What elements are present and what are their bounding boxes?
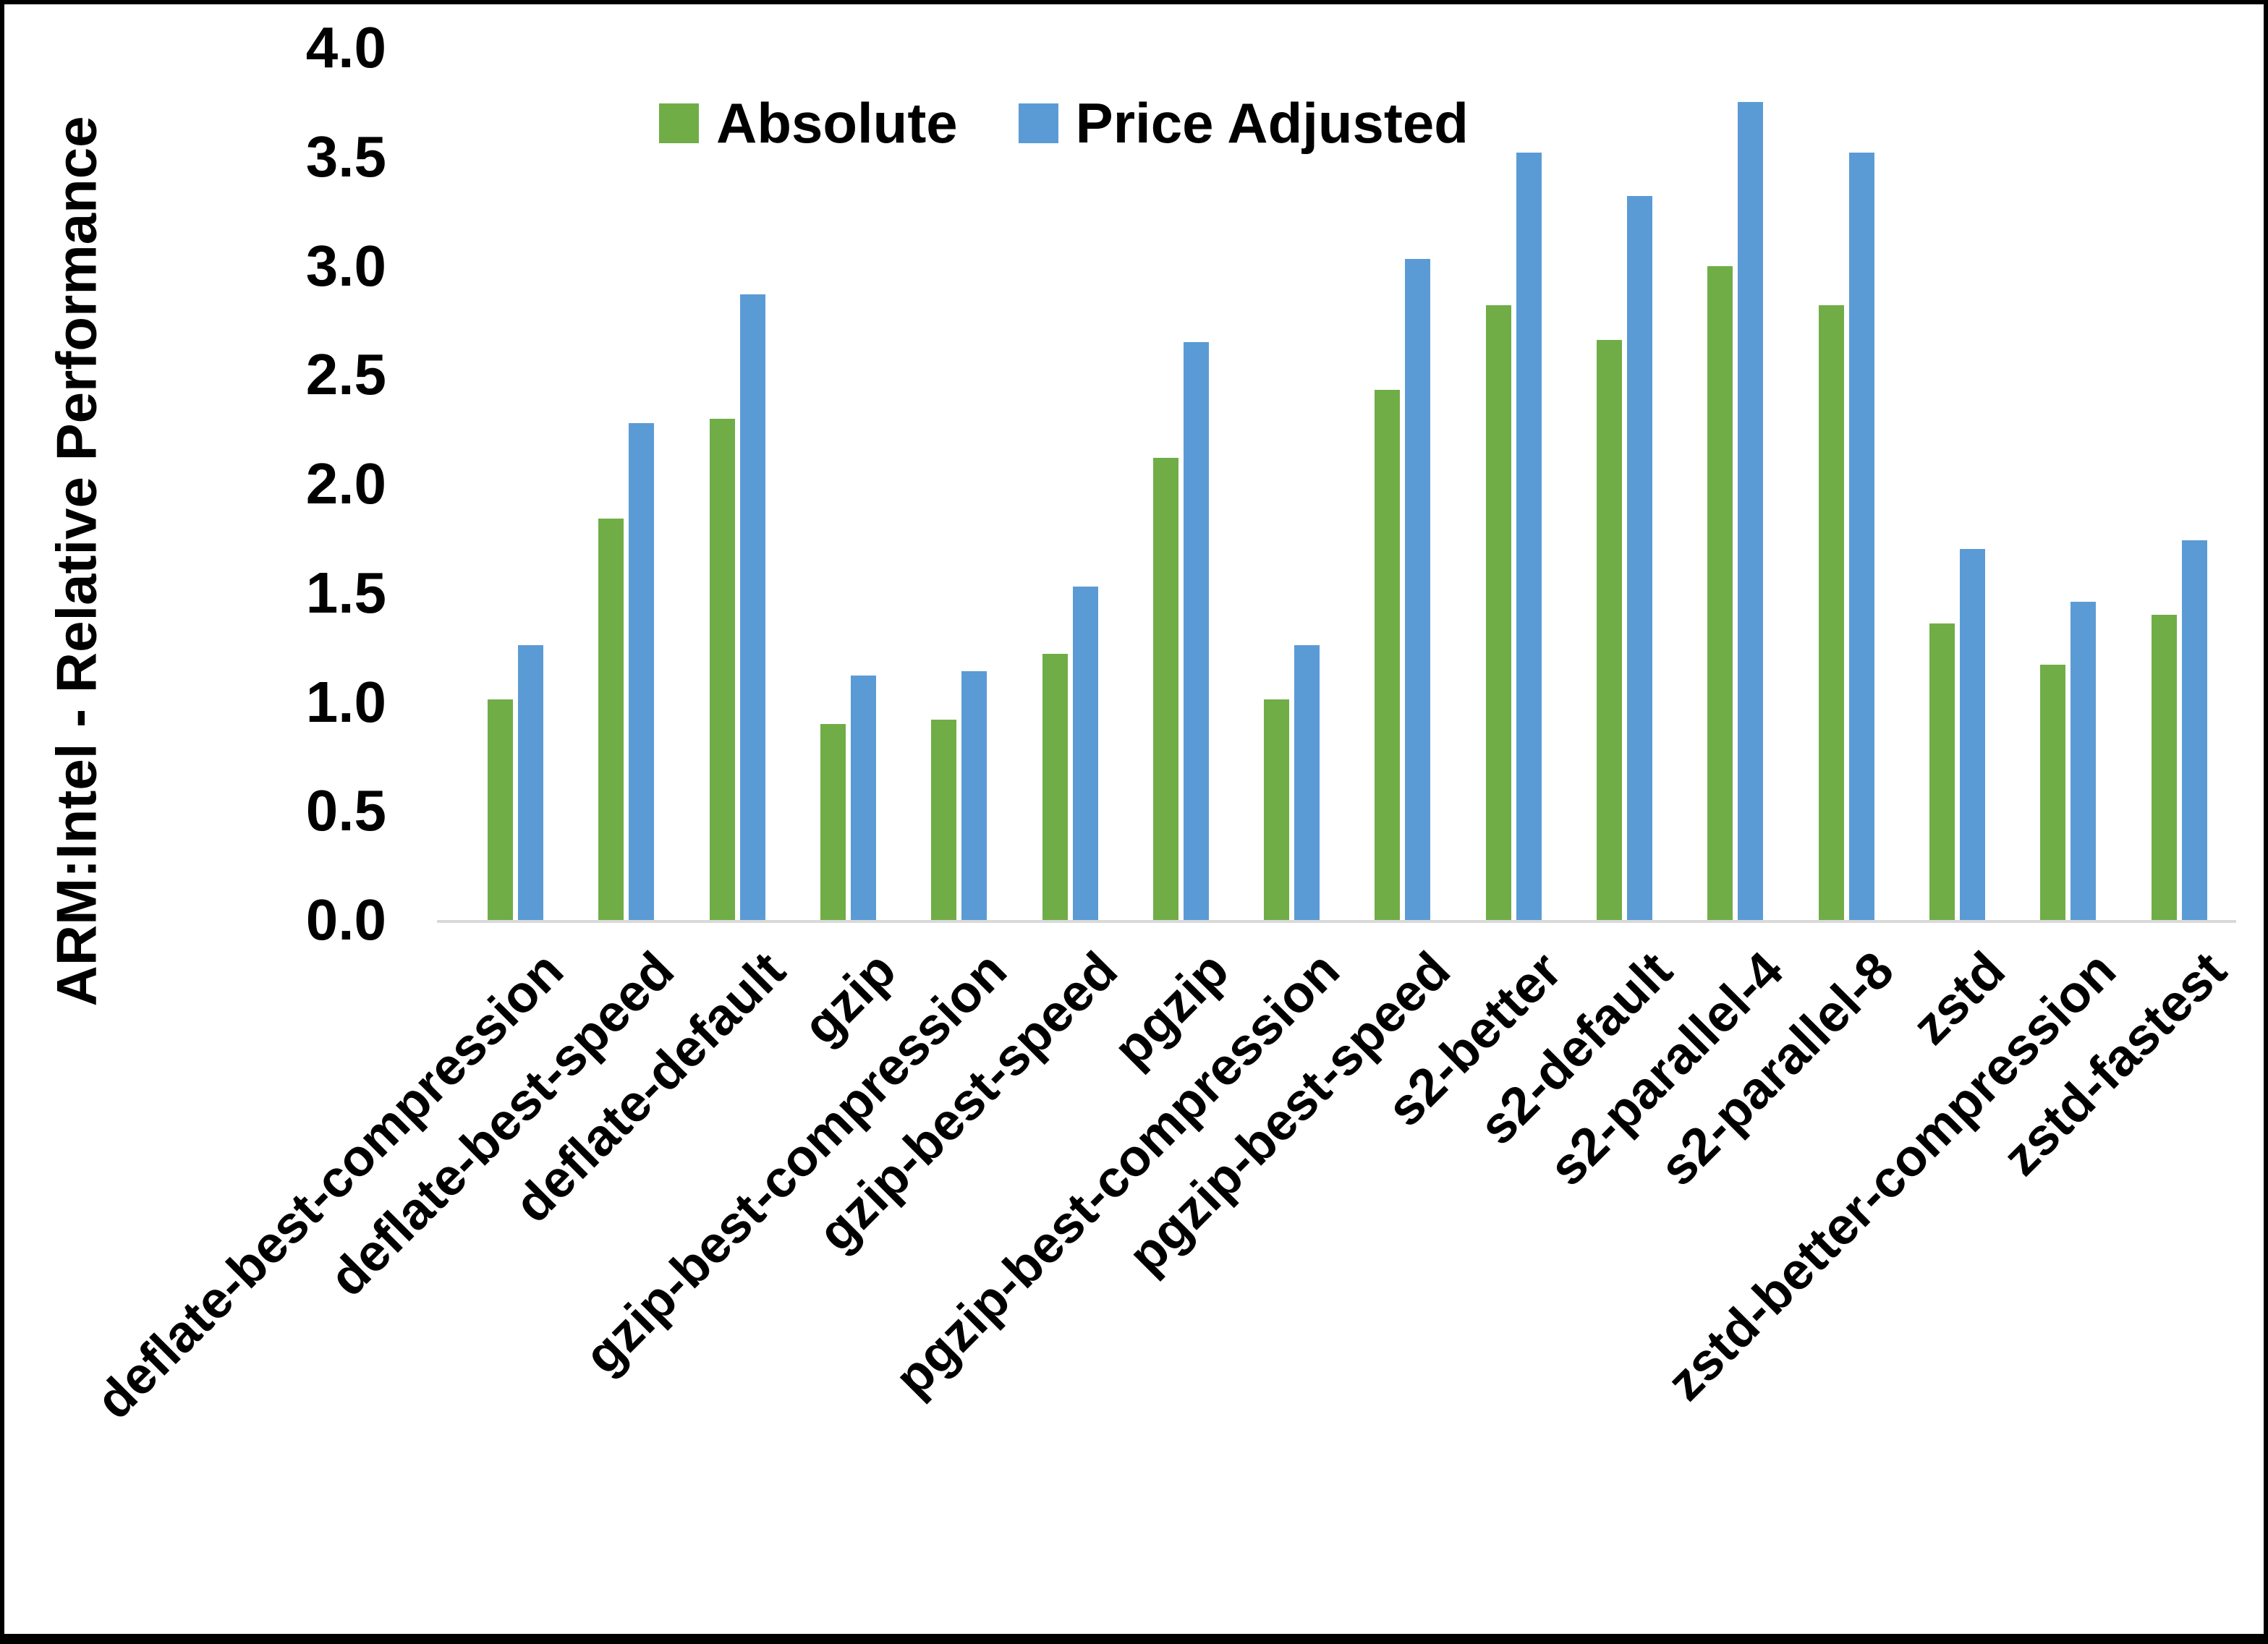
bar-price-adjusted-pgzip-best-compression (1294, 645, 1320, 920)
y-tick-label: 2.0 (305, 451, 386, 516)
bar-price-adjusted-s2-better (1516, 152, 1542, 920)
legend-swatch-icon (1018, 103, 1058, 143)
bar-price-adjusted-deflate-default (739, 294, 765, 920)
bar-price-adjusted-pgzip-best-speed (1405, 259, 1431, 920)
y-tick-label: 2.5 (305, 342, 386, 407)
bar-price-adjusted-gzip-best-speed (1072, 586, 1098, 920)
y-tick-label: 0.0 (305, 887, 386, 952)
y-tick-label: 4.0 (305, 15, 386, 80)
bar-absolute-gzip-best-speed (1042, 654, 1068, 920)
legend-label: Price Adjusted (1075, 91, 1469, 155)
bar-absolute-deflate-best-speed (598, 519, 624, 920)
bar-price-adjusted-deflate-best-compression (518, 645, 543, 920)
bar-price-adjusted-zstd (1959, 549, 1985, 920)
legend-swatch-icon (659, 103, 699, 143)
x-axis-line (437, 920, 2236, 923)
bar-price-adjusted-zstd-fastest (2181, 540, 2207, 920)
y-tick-label: 3.5 (305, 124, 386, 189)
y-tick-label: 0.5 (305, 778, 386, 843)
bar-price-adjusted-s2-parallel-8 (1848, 152, 1874, 920)
bar-absolute-s2-parallel-4 (1707, 265, 1733, 920)
bar-absolute-gzip-best-compression (931, 719, 957, 920)
chart-legend: Absolute Price Adjusted (659, 95, 1469, 151)
bar-price-adjusted-s2-default (1627, 196, 1652, 920)
bar-absolute-gzip (820, 723, 846, 920)
legend-item-price-adjusted: Price Adjusted (1018, 91, 1469, 155)
bar-absolute-s2-better (1485, 304, 1511, 920)
bar-absolute-zstd (1929, 623, 1955, 920)
bar-price-adjusted-deflate-best-speed (629, 422, 655, 920)
y-tick-label: 1.0 (305, 669, 386, 734)
y-tick-label: 1.5 (305, 560, 386, 625)
y-tick-label: 3.0 (305, 233, 386, 298)
bar-price-adjusted-s2-parallel-4 (1738, 102, 1764, 920)
bar-price-adjusted-gzip-best-compression (961, 671, 988, 920)
bar-absolute-pgzip-best-compression (1264, 699, 1290, 920)
bar-price-adjusted-zstd-better-compression (2070, 601, 2097, 920)
bar-absolute-deflate-best-compression (488, 699, 513, 920)
bar-absolute-zstd-fastest (2151, 614, 2177, 920)
bar-absolute-s2-default (1597, 340, 1622, 920)
bar-price-adjusted-gzip (850, 676, 876, 920)
bar-absolute-zstd-better-compression (2040, 665, 2066, 920)
bar-absolute-deflate-default (709, 418, 735, 920)
bar-absolute-pgzip-best-speed (1375, 390, 1401, 920)
legend-item-absolute: Absolute (659, 95, 958, 151)
y-axis-title: ARM:Intel - Relative Performance (44, 116, 109, 1007)
bar-absolute-pgzip (1152, 457, 1178, 920)
legend-label: Absolute (716, 91, 958, 155)
bar-price-adjusted-pgzip (1183, 342, 1209, 920)
x-axis-label-deflate-best-compression: deflate-best-compression (85, 941, 574, 1431)
bar-absolute-s2-parallel-8 (1818, 304, 1844, 920)
